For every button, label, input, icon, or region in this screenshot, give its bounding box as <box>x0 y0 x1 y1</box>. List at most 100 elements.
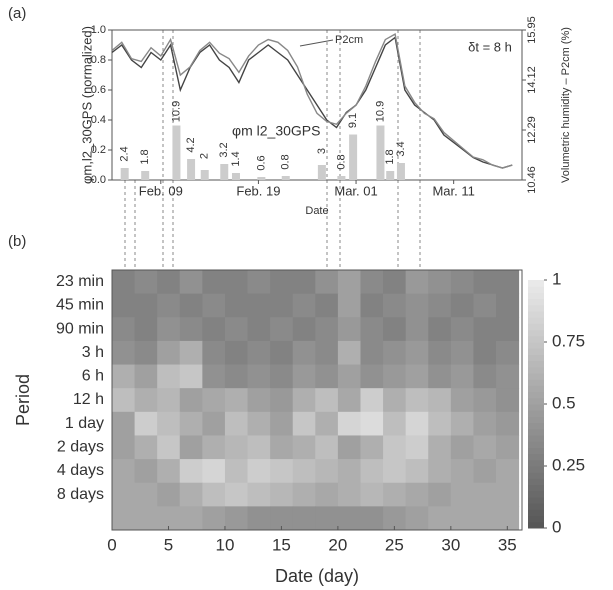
heat-cell <box>292 340 316 366</box>
heat-cell <box>383 293 407 318</box>
heat-cell <box>292 364 316 389</box>
heat-cell <box>224 459 249 484</box>
heat-cell <box>383 411 407 436</box>
x-tick-label: 20 <box>328 535 347 554</box>
heat-cell <box>179 506 203 531</box>
colorbar-step <box>528 342 544 349</box>
rain-bar <box>187 159 196 180</box>
heat-cell <box>157 506 181 531</box>
heat-cell <box>473 506 497 531</box>
heat-cell <box>270 340 294 366</box>
rain-bar <box>281 176 290 180</box>
heat-cell <box>405 317 429 342</box>
heat-cell <box>134 293 158 318</box>
heat-cell <box>247 435 271 460</box>
y2-tick-label: 10.46 <box>526 166 538 194</box>
colorbar-step <box>528 323 544 331</box>
y-tick-label: 4 days <box>57 462 104 479</box>
leader <box>299 39 334 47</box>
heat-cell <box>473 459 497 484</box>
colorbar-step <box>528 404 544 411</box>
colorbar-step <box>528 298 544 306</box>
heat-cell <box>496 459 520 484</box>
heat-cell <box>337 340 361 366</box>
heat-cell <box>337 388 361 413</box>
heat-cell <box>270 388 294 413</box>
heat-cell <box>496 270 520 295</box>
heat-cell <box>315 459 339 484</box>
x-tick-label: 15 <box>272 535 291 554</box>
rain-bar <box>376 125 385 180</box>
rain-label: 1.8 <box>139 149 151 164</box>
colorbar-step <box>528 286 544 293</box>
heat-cell <box>428 435 452 460</box>
heat-cell <box>202 340 226 366</box>
rain-bar <box>231 173 240 180</box>
heat-cell <box>315 270 339 295</box>
heat-cell <box>383 459 407 484</box>
heat-cell <box>134 506 158 531</box>
heat-cell <box>134 459 158 484</box>
y-tick-label: 12 h <box>73 391 104 408</box>
y2-tick-label: 14.12 <box>526 66 538 94</box>
x-tick-label: 10 <box>215 535 234 554</box>
rain-label: 2.4 <box>119 146 131 161</box>
heat-cell <box>383 340 407 366</box>
series-line <box>111 33 513 169</box>
heat-cell <box>270 317 294 342</box>
colorbar-step <box>528 521 544 529</box>
rain-bar <box>200 170 209 180</box>
heat-cell <box>112 482 136 507</box>
rain-label: 0.6 <box>255 155 267 170</box>
rain-label: 10.9 <box>170 101 182 122</box>
heat-cell <box>112 411 136 436</box>
heat-cell <box>473 435 497 460</box>
heat-cell <box>202 459 226 484</box>
rain-bar <box>386 171 395 180</box>
heat-cell <box>247 506 271 531</box>
colorbar-step <box>528 385 544 393</box>
heat-cell <box>473 293 497 318</box>
x-tick-label: 0 <box>107 535 116 554</box>
colorbar-step <box>528 360 544 368</box>
heat-cell <box>270 411 294 436</box>
rain-label: 3 <box>316 148 328 154</box>
heat-cell <box>134 317 158 342</box>
heat-cell <box>450 435 474 460</box>
heat-cell <box>315 340 339 366</box>
colorbar-tick-label: 0.5 <box>552 393 576 412</box>
heat-cell <box>360 293 384 318</box>
heat-cell <box>157 364 181 389</box>
heat-cell <box>247 293 271 318</box>
heat-cell <box>112 506 136 531</box>
heat-cell <box>450 364 474 389</box>
heat-cell <box>134 364 158 389</box>
heat-cell <box>179 317 203 342</box>
heat-cell <box>383 482 407 507</box>
heat-cell <box>112 317 136 342</box>
heat-cell <box>112 293 136 318</box>
heat-cell <box>292 317 316 342</box>
y-tick-label: 0.0 <box>91 174 106 186</box>
heat-cell <box>202 270 226 295</box>
heat-cell <box>450 270 474 295</box>
rain-label: 3.4 <box>395 141 407 156</box>
colorbar-step <box>528 329 544 337</box>
heat-cell <box>134 482 158 507</box>
y-tick-label: 0.4 <box>91 114 106 126</box>
colorbar-step <box>528 466 544 473</box>
heat-cell <box>157 435 181 460</box>
heat-cell <box>383 506 407 531</box>
rain-bar <box>172 125 181 180</box>
heat-cell <box>292 388 316 413</box>
heat-cell <box>112 388 136 413</box>
heat-cell <box>224 270 249 295</box>
heat-cell <box>360 364 384 389</box>
heat-cell <box>428 388 452 413</box>
heat-cell <box>496 340 520 366</box>
heat-cell <box>405 459 429 484</box>
heat-cell <box>247 388 271 413</box>
rain-bar <box>257 177 266 180</box>
colorbar-step <box>528 509 544 517</box>
rain-label: 9.1 <box>347 113 359 128</box>
